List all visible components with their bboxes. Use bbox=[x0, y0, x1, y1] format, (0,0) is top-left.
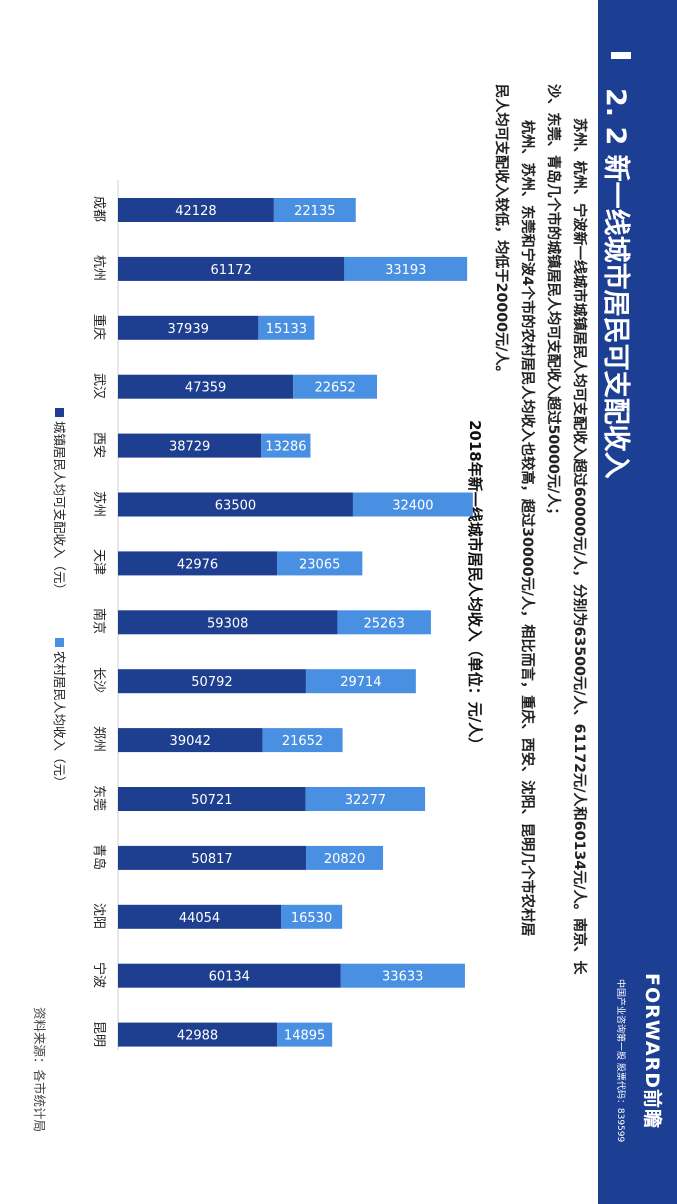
urban-bar-3 bbox=[118, 315, 259, 340]
urban-bar-4 bbox=[118, 374, 294, 399]
category-label-12: 青岛 bbox=[91, 843, 106, 870]
urban-bar-9 bbox=[118, 669, 306, 694]
urban-value-label-3: 37939 bbox=[168, 322, 209, 337]
urban-bar-5 bbox=[118, 433, 262, 458]
category-label-8: 南京 bbox=[91, 608, 106, 635]
rural-bar-4 bbox=[293, 374, 378, 399]
category-label-9: 长沙 bbox=[91, 667, 106, 694]
title-accent-bar bbox=[611, 52, 631, 59]
legend-rural-label: 农村居民人均收入（元） bbox=[52, 651, 67, 789]
urban-bar-6 bbox=[118, 492, 353, 517]
legend-rural-swatch bbox=[55, 638, 64, 647]
rural-value-label-8: 25263 bbox=[363, 616, 404, 631]
urban-value-label-15: 42988 bbox=[177, 1029, 218, 1044]
rural-value-label-6: 32400 bbox=[392, 499, 433, 514]
rural-bar-5 bbox=[261, 433, 311, 458]
category-label-10: 郑州 bbox=[91, 726, 106, 753]
legend-urban: 城镇居民人均可支配收入（元） bbox=[51, 408, 70, 596]
urban-bar-8 bbox=[118, 610, 338, 635]
category-label-2: 杭州 bbox=[91, 254, 106, 281]
rural-value-label-14: 33633 bbox=[382, 970, 423, 985]
rural-bar-12 bbox=[306, 845, 384, 870]
category-label-15: 昆明 bbox=[91, 1020, 106, 1047]
legend-urban-label: 城镇居民人均可支配收入（元） bbox=[52, 421, 67, 597]
urban-bar-12 bbox=[118, 845, 307, 870]
category-label-1: 成都 bbox=[91, 196, 106, 223]
urban-value-label-12: 50817 bbox=[191, 852, 232, 867]
rural-value-label-15: 14895 bbox=[284, 1029, 325, 1044]
urban-value-label-9: 50792 bbox=[191, 675, 232, 690]
category-label-3: 重庆 bbox=[91, 313, 106, 340]
category-label-6: 苏州 bbox=[91, 490, 106, 517]
rural-value-label-10: 21652 bbox=[282, 734, 323, 749]
rural-bar-14 bbox=[340, 963, 465, 988]
urban-value-label-1: 42128 bbox=[175, 204, 216, 219]
rural-value-label-2: 33193 bbox=[385, 263, 426, 278]
rural-bar-2 bbox=[344, 256, 468, 281]
urban-bar-2 bbox=[118, 256, 345, 281]
rural-value-label-5: 13286 bbox=[265, 440, 306, 455]
category-label-4: 武汉 bbox=[91, 372, 106, 399]
urban-value-label-10: 39042 bbox=[170, 734, 211, 749]
rural-bar-7 bbox=[277, 551, 363, 576]
rural-bar-8 bbox=[337, 610, 431, 635]
rural-value-label-4: 22652 bbox=[314, 381, 355, 396]
urban-value-label-7: 42976 bbox=[177, 557, 218, 572]
legend-urban-swatch bbox=[55, 408, 64, 417]
rural-bar-10 bbox=[262, 728, 343, 753]
urban-bar-13 bbox=[118, 904, 281, 929]
rural-bar-3 bbox=[258, 315, 315, 340]
rural-value-label-1: 22135 bbox=[294, 204, 335, 219]
urban-value-label-14: 60134 bbox=[209, 970, 250, 985]
rural-bar-13 bbox=[280, 904, 343, 929]
rural-bar-11 bbox=[305, 787, 426, 811]
rural-value-label-7: 23065 bbox=[299, 557, 340, 572]
urban-bar-7 bbox=[118, 551, 278, 576]
rural-value-label-11: 32277 bbox=[345, 793, 386, 808]
urban-value-label-5: 38729 bbox=[169, 440, 210, 455]
source-note: 资料来源：各市统计局 bbox=[32, 1007, 47, 1133]
legend-rural: 农村居民人均收入（元） bbox=[51, 638, 70, 789]
rural-bar-9 bbox=[305, 669, 416, 694]
urban-bar-10 bbox=[118, 728, 263, 753]
rural-value-label-9: 29714 bbox=[340, 675, 381, 690]
rural-value-label-13: 16530 bbox=[291, 911, 332, 926]
urban-bar-15 bbox=[118, 1022, 278, 1047]
urban-value-label-4: 47359 bbox=[185, 381, 226, 396]
rural-bar-1 bbox=[273, 198, 356, 222]
category-label-5: 西安 bbox=[91, 431, 106, 458]
urban-bar-1 bbox=[118, 198, 274, 222]
category-label-11: 东莞 bbox=[91, 785, 106, 812]
rural-bar-15 bbox=[277, 1022, 333, 1047]
urban-value-label-8: 59308 bbox=[207, 616, 248, 631]
category-label-14: 宁波 bbox=[91, 961, 106, 988]
category-label-7: 天津 bbox=[91, 549, 106, 576]
urban-value-label-2: 61172 bbox=[210, 263, 251, 278]
urban-bar-14 bbox=[118, 963, 341, 988]
rural-value-label-12: 20820 bbox=[324, 852, 365, 867]
urban-bar-11 bbox=[118, 787, 306, 811]
urban-value-label-13: 44054 bbox=[179, 911, 220, 926]
rural-value-label-3: 15133 bbox=[266, 322, 307, 337]
category-label-13: 沈阳 bbox=[91, 902, 106, 929]
header-band bbox=[598, 0, 677, 1204]
urban-value-label-6: 63500 bbox=[215, 499, 256, 514]
urban-value-label-11: 50721 bbox=[191, 793, 232, 808]
rural-bar-6 bbox=[352, 492, 473, 517]
